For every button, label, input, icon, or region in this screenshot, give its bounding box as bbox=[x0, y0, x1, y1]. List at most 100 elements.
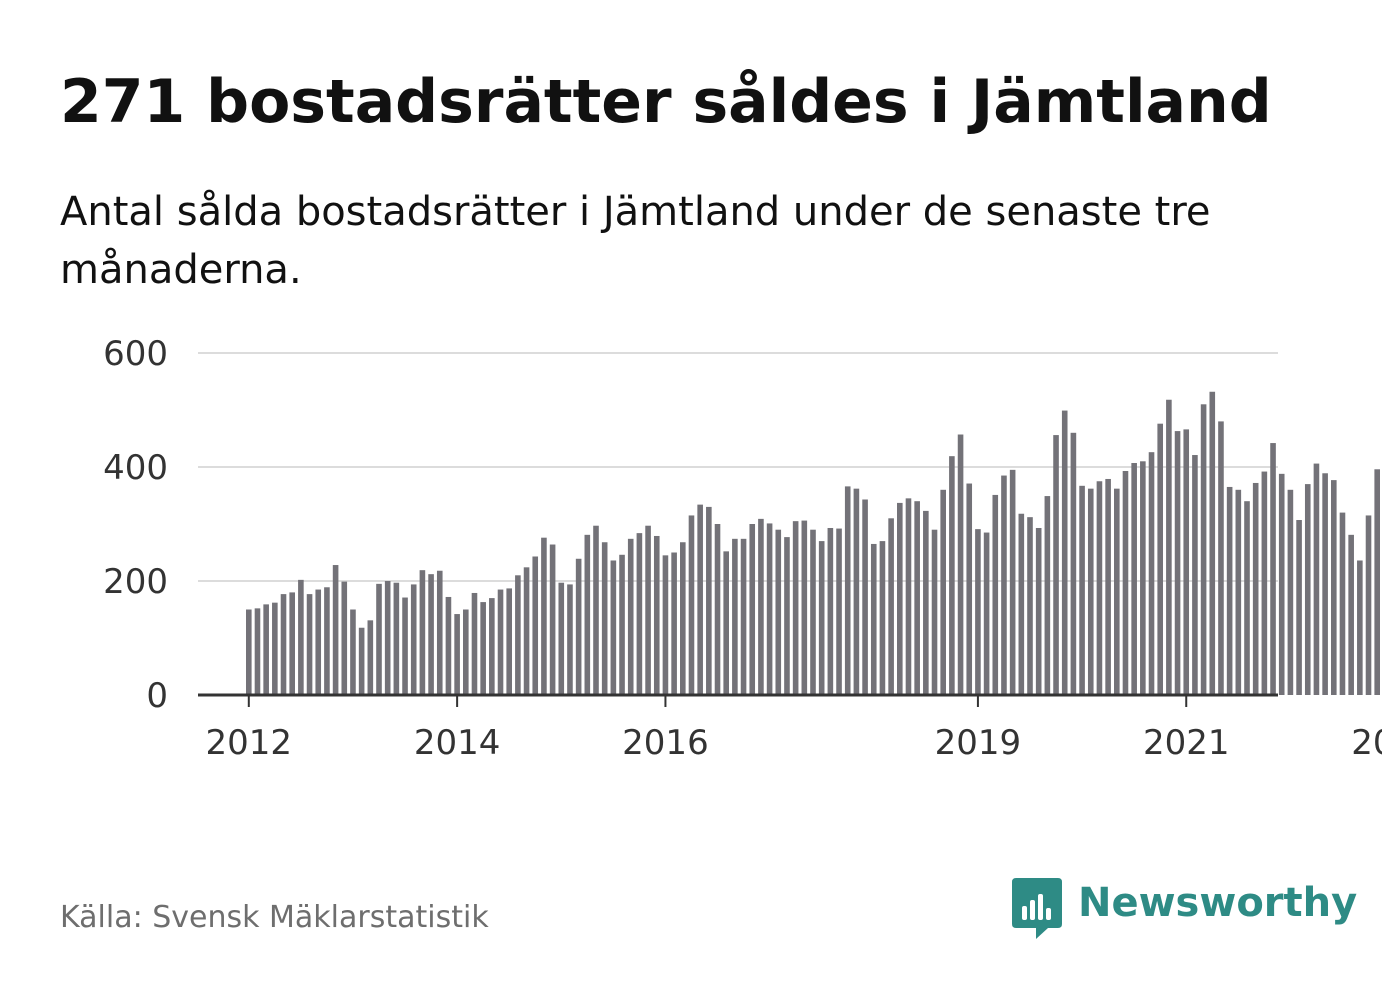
bar bbox=[836, 528, 842, 695]
bar bbox=[714, 524, 721, 695]
bar bbox=[1044, 496, 1051, 695]
bar bbox=[1278, 473, 1285, 695]
bar bbox=[671, 552, 677, 695]
bar bbox=[853, 488, 860, 695]
bar bbox=[1331, 480, 1337, 695]
x-tick-label: 2014 bbox=[414, 723, 501, 763]
bar bbox=[697, 504, 703, 695]
bar bbox=[428, 574, 434, 695]
bar bbox=[480, 602, 486, 695]
bar bbox=[766, 523, 773, 695]
bar bbox=[350, 609, 356, 695]
bar bbox=[1018, 513, 1025, 695]
bar bbox=[419, 570, 426, 695]
bar bbox=[454, 614, 460, 695]
bar bbox=[662, 555, 669, 695]
bar bbox=[1200, 404, 1207, 695]
x-tick-label: 2021 bbox=[1143, 723, 1230, 763]
bar bbox=[1053, 435, 1059, 695]
bar bbox=[1235, 489, 1242, 695]
bar bbox=[801, 520, 808, 695]
bar bbox=[827, 527, 834, 695]
bar bbox=[1209, 391, 1216, 695]
bar bbox=[1096, 481, 1103, 695]
bar bbox=[1140, 461, 1146, 695]
bar bbox=[957, 434, 964, 695]
bar bbox=[732, 538, 738, 695]
bar bbox=[931, 529, 938, 695]
bar bbox=[298, 579, 304, 695]
bar bbox=[862, 499, 868, 695]
bar bbox=[1226, 486, 1233, 695]
bar bbox=[653, 535, 660, 695]
bar bbox=[515, 575, 521, 695]
y-tick-label: 400 bbox=[103, 448, 168, 488]
bar bbox=[740, 538, 747, 695]
bar bbox=[280, 594, 287, 695]
chart-subtitle: Antal sålda bostadsrätter i Jämtland und… bbox=[60, 189, 1211, 293]
bar bbox=[1061, 410, 1068, 695]
y-tick-label: 600 bbox=[103, 334, 168, 374]
bar bbox=[966, 483, 973, 695]
bar bbox=[549, 544, 556, 695]
bar bbox=[575, 558, 582, 695]
bar bbox=[1357, 560, 1363, 695]
bar bbox=[324, 587, 330, 695]
bar bbox=[627, 538, 634, 695]
bar bbox=[410, 584, 417, 695]
bar bbox=[870, 543, 877, 695]
bar bbox=[1122, 470, 1129, 695]
bar-chart: 0200400600201220142016201920212023271 bbox=[103, 334, 1382, 763]
bar bbox=[810, 529, 816, 695]
bar bbox=[1261, 471, 1268, 695]
bar bbox=[584, 534, 591, 695]
bar bbox=[1304, 484, 1311, 695]
bar bbox=[784, 537, 790, 695]
bar bbox=[792, 521, 799, 695]
bar bbox=[593, 525, 599, 695]
bar bbox=[254, 608, 261, 695]
bar bbox=[558, 582, 565, 695]
bar bbox=[1114, 488, 1120, 695]
bar bbox=[1365, 515, 1372, 695]
bar bbox=[1009, 469, 1016, 695]
bar bbox=[1244, 501, 1250, 695]
brand-name: Newsworthy bbox=[1078, 880, 1358, 926]
bar bbox=[992, 494, 999, 695]
bar bbox=[1339, 512, 1346, 695]
bar bbox=[1079, 485, 1085, 695]
bar bbox=[1270, 443, 1276, 695]
bar bbox=[723, 551, 729, 695]
bar bbox=[289, 592, 295, 695]
bar bbox=[619, 554, 625, 695]
y-tick-label: 200 bbox=[103, 562, 168, 602]
bar bbox=[818, 541, 825, 695]
bar bbox=[940, 489, 946, 695]
bar bbox=[497, 589, 504, 695]
bar bbox=[645, 525, 651, 695]
bar bbox=[636, 533, 643, 695]
bar bbox=[897, 502, 903, 695]
bar bbox=[1131, 463, 1137, 695]
bar bbox=[1157, 423, 1163, 695]
bar bbox=[532, 556, 539, 695]
bar bbox=[541, 537, 547, 695]
bar bbox=[1174, 431, 1181, 695]
y-tick-label: 0 bbox=[146, 676, 168, 716]
bar bbox=[1166, 399, 1172, 695]
bar bbox=[888, 518, 894, 695]
bar bbox=[775, 529, 782, 695]
bar bbox=[358, 627, 365, 695]
bar bbox=[1252, 482, 1259, 695]
bar bbox=[1348, 534, 1354, 695]
bar bbox=[376, 583, 382, 695]
bar bbox=[332, 565, 339, 695]
bar bbox=[749, 524, 756, 695]
bar bbox=[975, 529, 981, 695]
bar bbox=[1027, 517, 1033, 695]
bar bbox=[1035, 527, 1042, 695]
bar bbox=[879, 541, 886, 695]
bar bbox=[601, 542, 608, 695]
source-note: Källa: Svensk Mäklarstatistik bbox=[60, 900, 489, 935]
bar-chart-speech-bubble-icon bbox=[1012, 878, 1062, 939]
